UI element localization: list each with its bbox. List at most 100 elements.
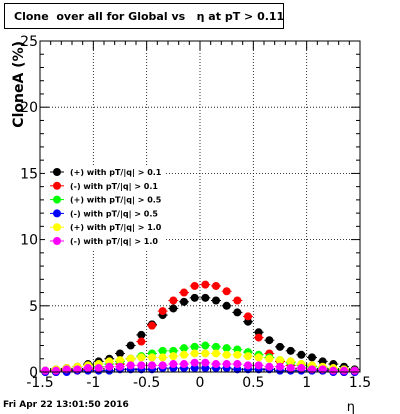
data-point [148,353,156,362]
x-tick-label: -0.5 [133,375,160,391]
data-point [233,350,242,359]
data-point [158,346,167,355]
data-point [233,308,242,317]
data-point [180,297,188,306]
data-point [190,293,199,302]
data-point [212,360,220,369]
legend-label: (+) with pT/|q| > 0.5 [70,196,162,205]
data-point [222,344,231,353]
y-tick-label: 5 [29,299,38,315]
x-tick-label: 1 [302,375,311,391]
data-point [318,365,327,374]
data-point [254,353,263,362]
data-point [340,366,348,375]
data-point [244,361,252,370]
data-point [158,307,167,316]
data-point [201,341,210,350]
data-point [180,360,188,369]
data-point [116,349,124,358]
x-tick-label: 0.5 [242,375,264,391]
data-point [94,364,103,373]
data-point [201,293,210,302]
data-point [222,301,231,310]
data-point [169,296,178,305]
legend-marker [53,168,61,176]
data-point [244,312,252,321]
chart-title: Clone over all for Global vs η at pT > 0… [14,10,285,23]
data-point [276,342,284,351]
data-point [190,281,199,290]
data-point [41,366,50,375]
x-tick-label: 0 [196,375,205,391]
legend-marker [53,237,61,245]
data-point [158,353,167,362]
legend-marker [53,209,61,218]
legend-box [45,165,165,249]
data-point [254,333,263,342]
legend-marker [53,181,61,190]
data-point [265,354,274,363]
data-point [180,350,188,359]
data-point [308,365,316,374]
data-point [105,362,114,371]
y-tick-label: 25 [20,34,38,50]
data-point [52,366,60,375]
y-tick-label: 15 [20,166,38,182]
data-point [233,360,242,369]
y-tick-label: 0 [29,365,38,381]
data-point [116,356,124,365]
data-point [137,361,146,370]
data-point [297,364,306,373]
data-point [126,354,135,363]
data-point [190,342,199,351]
data-point [190,349,199,358]
data-point [201,349,210,358]
data-point [222,350,231,359]
legend-label: (-) with pT/|q| > 0.1 [70,182,158,191]
data-point [212,349,220,358]
data-point [276,362,284,371]
x-tick-label: -1.5 [26,375,53,391]
data-point [126,341,135,350]
legend-label: (-) with pT/|q| > 1.0 [70,237,158,246]
data-point [329,366,338,375]
y-tick-label: 10 [20,233,38,249]
legend-marker [53,195,61,204]
legend-marker [53,223,61,232]
data-point [286,364,295,373]
data-point [180,344,188,353]
legend-label: (-) with pT/|q| > 0.5 [70,209,158,218]
data-point [222,287,231,296]
data-point [84,364,92,373]
data-point [148,361,156,370]
title-box: Clone over all for Global vs η at pT > 0… [4,3,284,29]
data-point [126,361,135,370]
data-point [137,330,146,339]
data-point [350,366,359,375]
y-axis-label: CloneA (%) [11,41,27,128]
data-point [201,358,210,367]
data-point [137,353,146,362]
data-point [244,352,252,361]
data-point [169,360,178,369]
data-point [265,336,274,345]
data-point [116,362,124,371]
footer-timestamp: Fri Apr 22 13:01:50 2016 [3,400,129,410]
data-point [212,342,220,351]
data-point [222,360,231,369]
data-point [265,362,274,371]
x-axis-label: η [347,400,355,414]
data-point [212,281,220,290]
data-point [212,296,220,305]
data-point [254,361,263,370]
data-point [233,296,242,305]
x-tick-label: 1.5 [349,375,371,391]
data-point [286,357,295,366]
data-point [158,361,167,370]
data-point [169,352,178,361]
data-point [276,356,284,365]
data-point [169,304,178,313]
data-point [308,353,316,362]
data-point [286,346,295,355]
